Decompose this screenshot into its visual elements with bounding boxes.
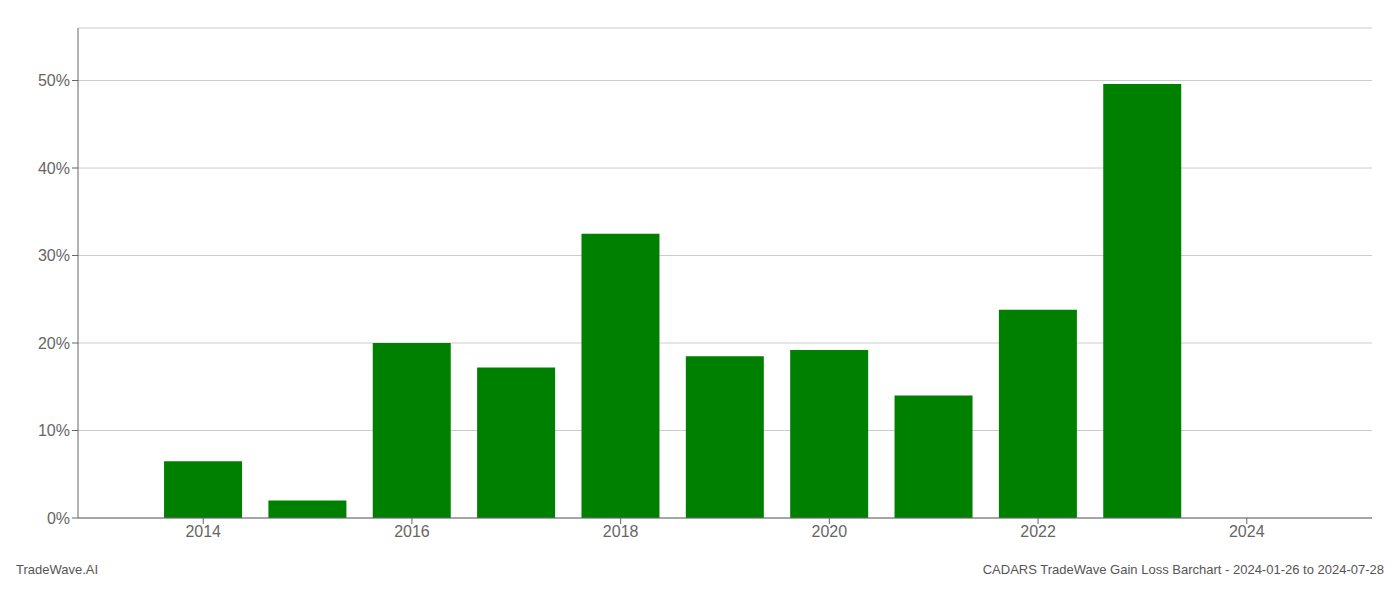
html-text:CADARS TradeWave Gain Loss Bar: CADARS TradeWave Gain Loss Barchart - 20… xyxy=(982,562,1384,577)
svg-text:40%: 40% xyxy=(38,160,70,177)
svg-text:2018: 2018 xyxy=(603,523,639,540)
svg-text:2020: 2020 xyxy=(812,523,848,540)
svg-text:2016: 2016 xyxy=(394,523,430,540)
svg-text:10%: 10% xyxy=(38,422,70,439)
svg-text:2022: 2022 xyxy=(1020,523,1056,540)
html-text:TradeWave.AI: TradeWave.AI xyxy=(16,562,99,577)
svg-text:20%: 20% xyxy=(38,335,70,352)
svg-text:50%: 50% xyxy=(38,72,70,89)
svg-text:30%: 30% xyxy=(38,247,70,264)
svg-text:2014: 2014 xyxy=(185,523,221,540)
svg-text:2024: 2024 xyxy=(1229,523,1265,540)
svg-text:0%: 0% xyxy=(47,510,70,527)
